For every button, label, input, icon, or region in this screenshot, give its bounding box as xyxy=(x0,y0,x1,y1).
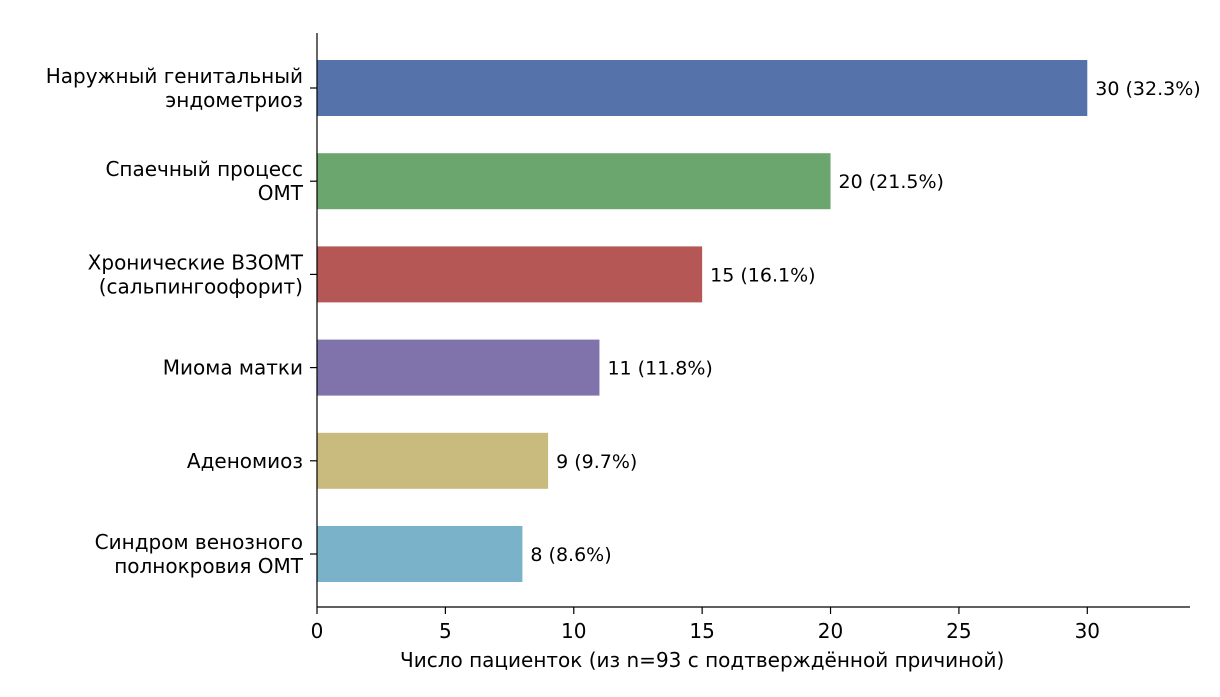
value-label-5: 8 (8.6%) xyxy=(530,544,611,566)
category-label-2: Хронические ВЗОМТ (сальпингоофорит) xyxy=(88,250,304,298)
value-label-4: 9 (9.7%) xyxy=(556,451,637,473)
bar-0 xyxy=(317,60,1088,116)
category-label-line: Наружный генитальный xyxy=(46,64,303,88)
x-ticks: 0 5 10 15 20 25 30 xyxy=(311,607,1100,643)
category-label-line: Миома матки xyxy=(163,356,303,380)
category-labels: Наружный генитальный эндометриоз Спаечный … xyxy=(46,64,304,578)
axes xyxy=(316,33,1190,608)
bar-2 xyxy=(317,246,703,303)
bar-4 xyxy=(317,432,549,489)
x-tick-label-6: 30 xyxy=(1075,619,1100,643)
category-label-line: Аденомиоз xyxy=(187,449,303,473)
bars-layer xyxy=(310,60,1088,582)
category-label-line: полнокровия ОМТ xyxy=(114,554,304,578)
category-label-line: ОМТ xyxy=(258,181,304,205)
x-tick-label-2: 10 xyxy=(561,619,586,643)
category-label-line: Синдром венозного xyxy=(95,530,303,554)
category-label-3: Миома матки xyxy=(163,356,303,380)
value-label-2: 15 (16.1%) xyxy=(710,264,815,286)
category-label-4: Аденомиоз xyxy=(187,449,303,473)
value-label-0: 30 (32.3%) xyxy=(1095,78,1200,100)
x-axis-title: Число пациенток (из n=93 с подтверждённо… xyxy=(400,648,1004,672)
category-label-5: Синдром венозного полнокровия ОМТ xyxy=(95,530,304,578)
x-tick-label-0: 0 xyxy=(311,619,324,643)
value-label-3: 11 (11.8%) xyxy=(607,358,712,380)
x-tick-label-5: 25 xyxy=(946,619,971,643)
category-label-line: Спаечный процесс xyxy=(105,157,303,181)
x-tick-label-4: 20 xyxy=(818,619,843,643)
category-label-line: эндометриоз xyxy=(165,88,303,112)
category-label-line: Хронические ВЗОМТ xyxy=(88,250,304,274)
value-labels: 30 (32.3%) 20 (21.5%) 15 (16.1%) 11 (11.8%)… xyxy=(530,78,1200,566)
x-tick-label-3: 15 xyxy=(689,619,714,643)
bar-3 xyxy=(317,339,600,396)
category-label-0: Наружный генитальный эндометриоз xyxy=(46,64,303,112)
category-label-1: Спаечный процесс ОМТ xyxy=(105,157,303,205)
x-tick-label-1: 5 xyxy=(439,619,452,643)
bar-5 xyxy=(317,526,523,582)
value-label-1: 20 (21.5%) xyxy=(839,171,944,193)
bar-1 xyxy=(317,153,831,210)
category-label-line: (сальпингоофорит) xyxy=(99,274,303,298)
